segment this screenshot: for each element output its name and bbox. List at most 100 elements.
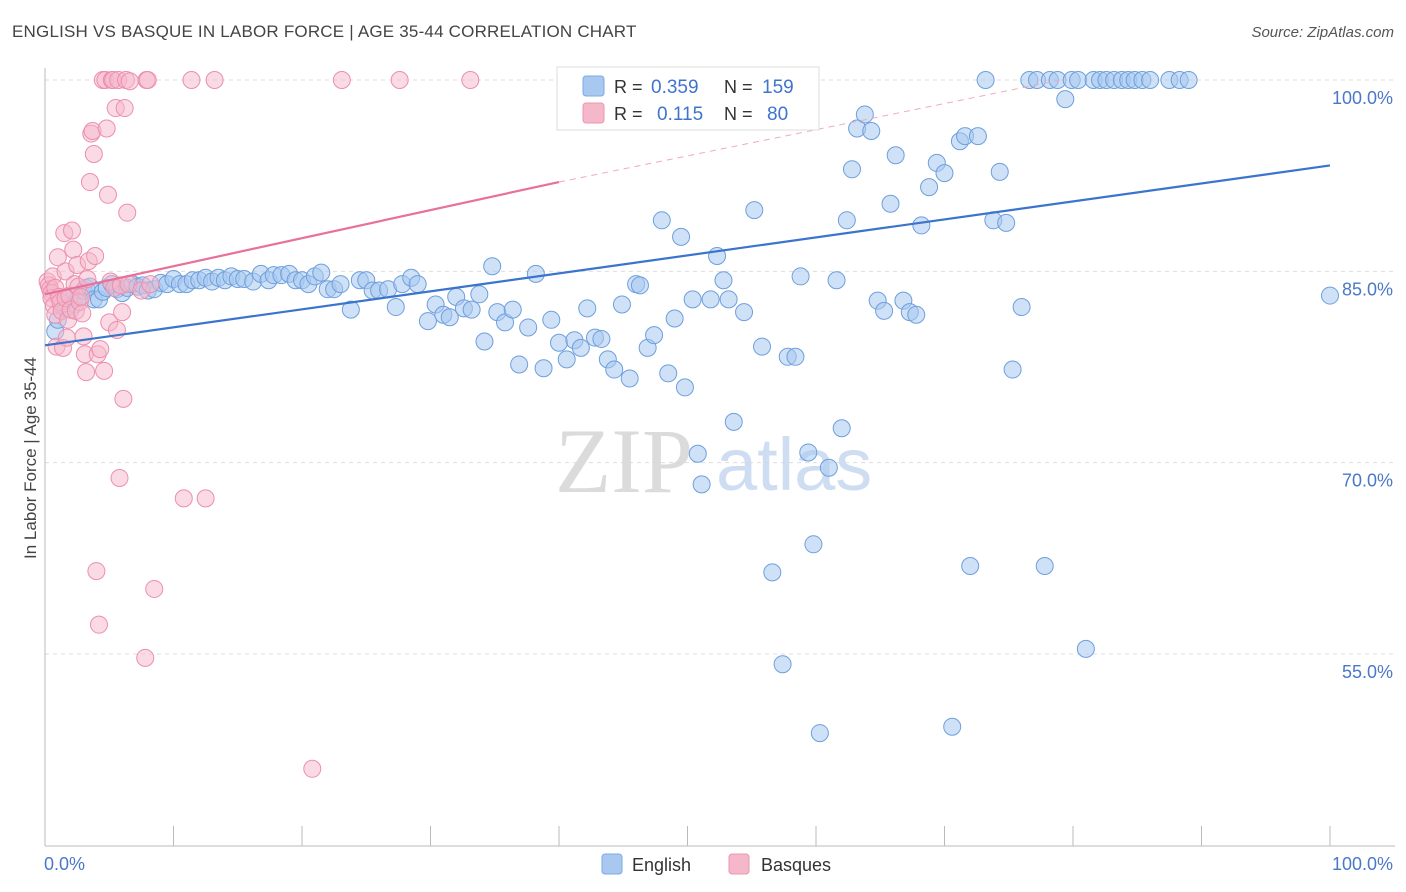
legend-box: R = 0.359 N = 159 R = 0.115 N = 80: [556, 66, 820, 131]
bottom-legend: English Basques: [601, 853, 831, 875]
basque-point: [113, 303, 132, 322]
legend-n-value-2: 80: [767, 104, 788, 125]
english-point: [630, 276, 649, 295]
english-point: [645, 326, 664, 345]
english-point: [804, 535, 823, 554]
bottom-legend-english: English: [632, 855, 691, 875]
basque-point: [97, 119, 116, 138]
english-point: [1003, 360, 1022, 379]
basque-point: [91, 340, 110, 359]
basque-point: [62, 221, 81, 240]
english-point: [855, 105, 874, 124]
basques-trend-line: [44, 180, 560, 296]
basque-point: [174, 489, 193, 508]
basque-point: [205, 71, 224, 89]
english-point: [810, 724, 829, 743]
english-point: [875, 301, 894, 320]
basque-point: [141, 275, 160, 294]
legend-r-label-2: R =: [614, 104, 643, 124]
english-point: [483, 257, 502, 276]
english-point: [462, 300, 481, 319]
english-point: [881, 194, 900, 213]
basque-point: [461, 71, 480, 89]
english-point: [968, 127, 987, 146]
english-point: [735, 303, 754, 322]
english-point: [440, 308, 459, 327]
english-point: [519, 318, 538, 337]
english-point: [526, 264, 545, 283]
english-point: [665, 309, 684, 328]
english-point: [827, 271, 846, 290]
english-point: [620, 369, 639, 388]
basque-point: [120, 72, 139, 91]
english-point: [470, 285, 489, 304]
english-point: [408, 275, 427, 294]
basque-point: [48, 248, 67, 267]
english-point: [1321, 286, 1339, 305]
english-point: [1141, 71, 1160, 89]
basque-point: [84, 144, 103, 163]
legend-r-value-1: 0.359: [651, 77, 699, 98]
english-point: [837, 211, 856, 230]
legend-n-label-1: N =: [724, 77, 753, 97]
english-point: [605, 360, 624, 379]
english-point: [675, 378, 694, 397]
basque-point: [138, 71, 157, 89]
chart-title: ENGLISH VS BASQUE IN LABOR FORCE | AGE 3…: [12, 22, 637, 41]
english-point: [786, 347, 805, 366]
legend-n-value-1: 159: [762, 77, 794, 98]
basque-point: [303, 759, 322, 778]
legend-n-label-2: N =: [724, 104, 753, 124]
basque-point: [182, 71, 201, 89]
x-tick-label: 0.0%: [44, 854, 85, 874]
english-point: [571, 338, 590, 357]
english-trend-line: [44, 164, 1331, 347]
english-point: [652, 211, 671, 230]
y-tick-labels: 100.0% 85.0% 70.0% 55.0%: [1332, 88, 1393, 682]
english-point: [886, 146, 905, 165]
basque-point: [87, 562, 106, 581]
x-tick-labels: 0.0% 100.0%: [44, 854, 1393, 874]
english-point: [907, 305, 926, 324]
english-point: [990, 162, 1009, 181]
english-point: [912, 216, 931, 235]
english-point: [550, 333, 568, 352]
english-point: [920, 178, 939, 197]
english-point: [943, 717, 962, 736]
grid-lines: [45, 79, 1395, 655]
basque-point: [86, 247, 105, 266]
basque-point: [136, 648, 155, 667]
english-point: [312, 263, 331, 282]
english-point: [753, 337, 772, 356]
basque-point: [196, 489, 215, 508]
english-point: [592, 329, 611, 348]
bottom-legend-basques: Basques: [761, 855, 831, 875]
english-point: [659, 364, 678, 383]
english-point: [612, 295, 631, 314]
bottom-legend-swatch-basques: [728, 853, 750, 875]
english-point: [557, 350, 576, 369]
english-point: [475, 332, 494, 351]
watermark-zip: ZIP: [555, 410, 693, 512]
english-point: [386, 298, 405, 317]
english-point: [961, 556, 980, 575]
y-tick-label: 70.0%: [1342, 471, 1393, 491]
english-point: [331, 275, 350, 294]
english-point: [832, 419, 851, 438]
english-point: [578, 299, 597, 318]
english-point: [819, 458, 838, 477]
basque-point: [390, 71, 409, 89]
english-point: [997, 213, 1016, 232]
english-point: [510, 355, 529, 374]
basque-point: [74, 327, 93, 346]
watermark-atlas: atlas: [716, 423, 872, 506]
source-credit: Source: ZipAtlas.com: [1251, 24, 1394, 41]
basque-point: [77, 363, 96, 382]
basque-point: [110, 468, 129, 487]
basque-point: [145, 579, 164, 598]
english-point: [542, 310, 561, 329]
english-point: [763, 563, 782, 582]
english-points: [46, 71, 1339, 743]
basques-trend-extension: [558, 79, 1061, 183]
english-point: [842, 160, 861, 179]
